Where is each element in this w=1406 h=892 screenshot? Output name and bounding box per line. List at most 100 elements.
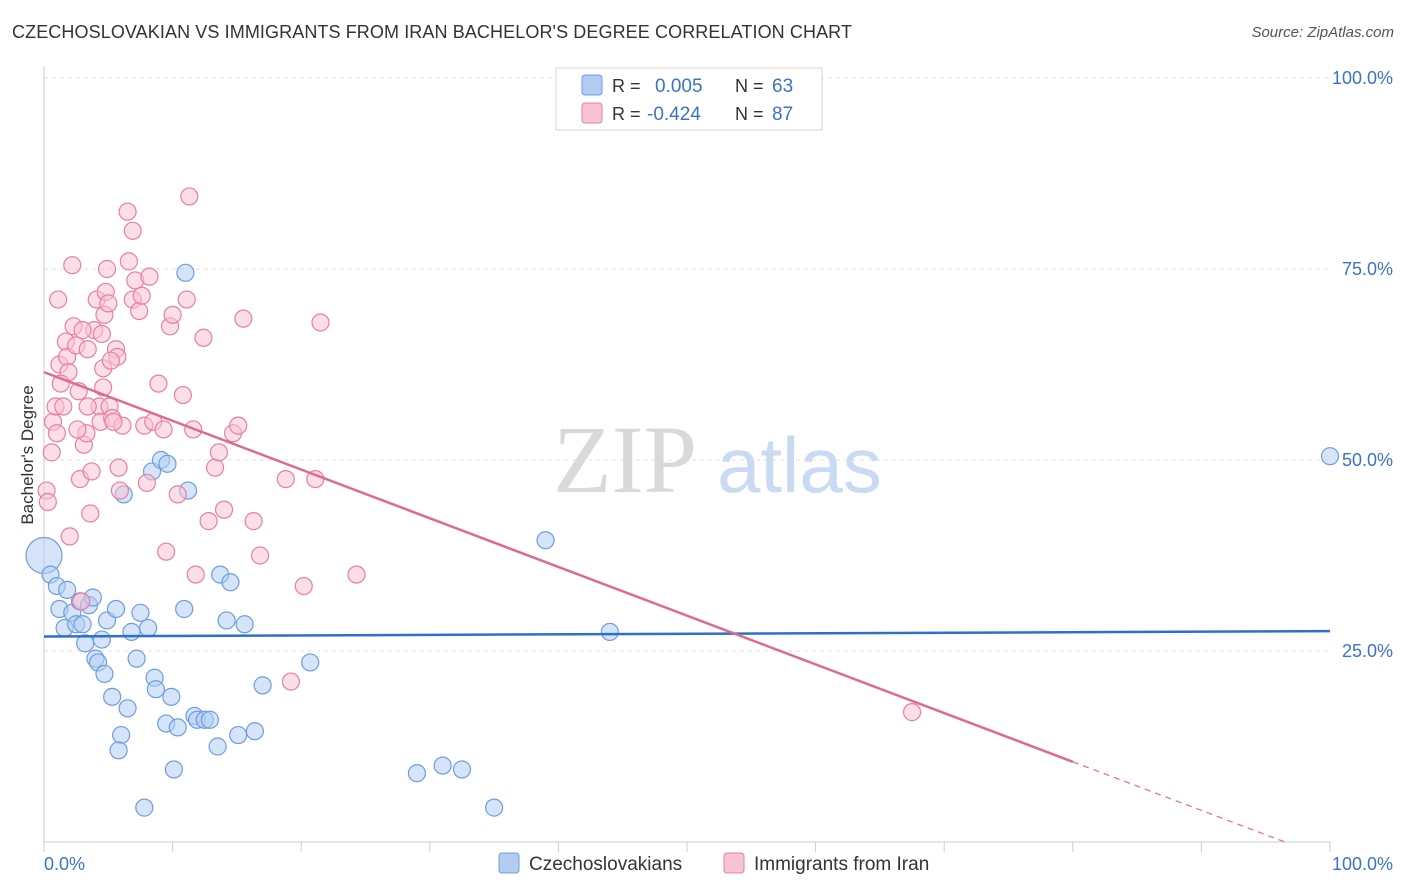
x-tick-labels: 0.0% 100.0%: [44, 854, 1393, 874]
point-iran: [902, 703, 922, 722]
series-legend-swatch-czechoslovakians: [498, 852, 520, 874]
point-iran: [205, 458, 225, 477]
point-iran: [149, 374, 168, 393]
legend-r-label: R =: [612, 104, 641, 124]
grid: [44, 77, 1330, 652]
y-tick-label: 100.0%: [1332, 68, 1393, 88]
point-iran: [104, 412, 123, 431]
point-iran: [311, 313, 330, 332]
point-iran: [118, 202, 137, 221]
point-iran: [250, 546, 270, 565]
point-iran: [163, 305, 182, 324]
point-czechoslovakians: [135, 798, 154, 817]
point-iran: [72, 592, 91, 611]
legend-n-label: N =: [735, 104, 764, 124]
legend-r-label: R =: [612, 76, 641, 96]
point-iran: [60, 527, 79, 546]
point-iran: [244, 512, 263, 531]
point-iran: [63, 256, 82, 275]
point-czechoslovakians: [485, 798, 504, 817]
point-iran: [186, 565, 205, 584]
point-czechoslovakians: [229, 725, 248, 745]
point-iran: [229, 416, 248, 435]
point-iran: [173, 385, 192, 405]
point-czechoslovakians: [106, 599, 126, 619]
point-czechoslovakians: [1320, 447, 1340, 466]
point-iran: [92, 324, 111, 344]
point-czechoslovakians: [122, 622, 141, 642]
point-iran: [68, 420, 87, 439]
point-iran: [42, 443, 61, 462]
point-czechoslovakians: [112, 725, 131, 745]
y-tick-label: 75.0%: [1342, 259, 1393, 279]
point-iran: [180, 187, 199, 206]
point-iran: [294, 576, 313, 596]
point-iran: [154, 420, 173, 439]
point-iran: [81, 504, 100, 523]
point-iran: [78, 340, 97, 359]
correlation-legend: R = 0.005 N = 63 R = -0.424 N = 87: [555, 67, 823, 131]
legend-r-value: -0.424: [647, 104, 701, 125]
point-iran: [137, 473, 156, 493]
point-iran: [199, 512, 218, 531]
point-iran: [194, 328, 213, 347]
legend-n-value: 63: [772, 76, 793, 97]
point-iran: [132, 286, 151, 305]
point-czechoslovakians: [73, 615, 92, 634]
point-czechoslovakians: [175, 599, 194, 619]
point-iran: [38, 492, 57, 512]
point-czechoslovakians: [208, 737, 227, 756]
point-iran: [54, 397, 73, 416]
point-czechoslovakians: [131, 603, 150, 622]
point-czechoslovakians: [92, 630, 111, 649]
point-czechoslovakians: [176, 263, 195, 282]
x-tick-label: 100.0%: [1332, 854, 1393, 874]
point-iran: [110, 481, 129, 500]
series-legend-swatch-iran: [723, 852, 745, 874]
series-legend-label: Immigrants from Iran: [754, 854, 929, 875]
point-iran: [82, 462, 101, 481]
point-iran: [47, 424, 66, 443]
point-czechoslovakians: [158, 454, 177, 473]
source-credit: Source: ZipAtlas.com: [1251, 24, 1394, 41]
point-iran: [140, 267, 159, 286]
watermark-zip: ZIP: [553, 406, 697, 513]
x-tick-label: 0.0%: [44, 854, 85, 874]
point-czechoslovakians: [58, 580, 77, 599]
point-czechoslovakians: [127, 649, 146, 668]
point-iran: [214, 500, 234, 519]
point-iran: [177, 290, 196, 309]
series-legend: Czechoslovakians Immigrants from Iran: [498, 852, 929, 875]
point-iran: [78, 397, 97, 416]
point-iran: [109, 458, 128, 477]
point-iran: [123, 221, 142, 240]
watermark-atlas: atlas: [717, 421, 882, 509]
point-iran: [49, 290, 68, 309]
series-legend-label: Czechoslovakians: [529, 854, 682, 875]
point-czechoslovakians: [221, 573, 240, 592]
point-czechoslovakians: [162, 687, 181, 706]
point-czechoslovakians: [600, 622, 619, 642]
y-axis-label: Bachelor's Degree: [18, 385, 37, 524]
point-czechoslovakians: [168, 718, 187, 737]
trend-line-czechoslovakians: [43, 629, 1331, 638]
point-czechoslovakians: [235, 615, 254, 634]
point-czechoslovakians: [118, 699, 137, 718]
y-tick-label: 25.0%: [1342, 641, 1393, 661]
point-czechoslovakians: [245, 722, 265, 741]
data-points: [25, 187, 1340, 817]
chart-title: CZECHOSLOVAKIAN VS IMMIGRANTS FROM IRAN …: [12, 22, 853, 42]
point-iran: [157, 542, 176, 561]
point-czechoslovakians: [103, 687, 122, 706]
point-czechoslovakians: [200, 710, 219, 729]
point-czechoslovakians: [164, 760, 183, 779]
point-czechoslovakians: [452, 760, 472, 779]
point-iran: [101, 351, 120, 370]
point-czechoslovakians: [301, 653, 320, 672]
point-iran: [97, 259, 117, 279]
point-czechoslovakians: [217, 611, 236, 630]
point-iran: [276, 470, 295, 489]
trend-lines: [43, 370, 1331, 843]
point-czechoslovakians: [146, 680, 165, 699]
legend-r-value: 0.005: [655, 76, 703, 97]
